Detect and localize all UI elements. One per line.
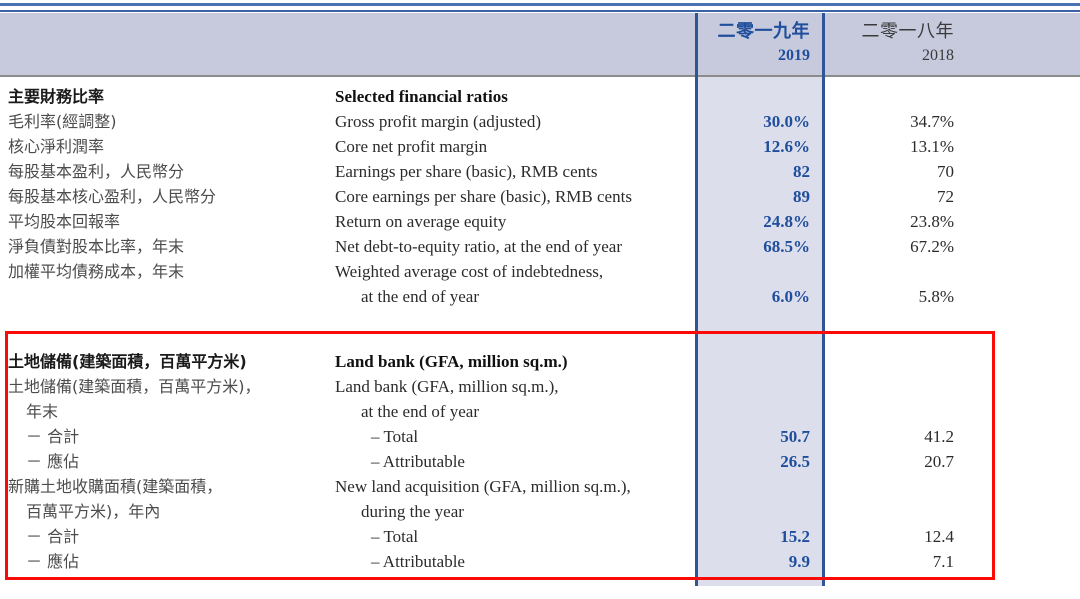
row-label-en: Selected financial ratios [335,87,508,106]
row-label-cn: － 應佔 [26,552,80,571]
row-label-cn: 平均股本回報率 [8,212,121,231]
row-label-en: Weighted average cost of indebtedness, [335,262,604,281]
table-header-underline [0,75,1080,77]
column-header-2018-en: 2018 [922,47,954,64]
cell-value-2018: 5.8% [918,287,954,306]
cell-value-2018: 72 [937,187,954,206]
row-label-cn: 主要財務比率 [8,87,105,106]
section-heading-selected-financial-ratios: 主要財務比率 Selected financial ratios [0,84,1080,109]
row-label-en: Land bank (GFA, million sq.m.) [335,352,568,371]
table-row: 百萬平方米)，年內 during the year [0,499,1080,524]
table-top-rule-thick [0,3,1080,6]
column-header-2018-cn: 二零一八年 [861,21,954,41]
table-row: 毛利率(經調整) Gross profit margin (adjusted) 30… [0,109,1080,134]
cell-value-2019: 24.8% [763,212,810,231]
row-label-cn: － 合計 [26,527,80,546]
row-label-cn: 年末 [26,402,59,421]
row-label-en: at the end of year [361,402,479,421]
table-row: － 應佔 – Attributable 26.5 20.7 [0,449,1080,474]
cell-value-2019: 82 [793,162,810,181]
row-label-cn: 加權平均債務成本，年末 [8,262,185,281]
table-row: at the end of year 6.0% 5.8% [0,284,1080,309]
row-label-en: Land bank (GFA, million sq.m.), [335,377,559,396]
cell-value-2019: 26.5 [780,452,810,471]
column-header-2018: 二零一八年 2018 [826,21,955,64]
column-header-2019-en: 2019 [778,47,810,64]
column-header-2019-cn: 二零一九年 [717,21,810,41]
row-label-cn: 百萬平方米)，年內 [26,502,161,521]
row-label-cn: 土地儲備(建築面積，百萬平方米) [8,352,247,371]
row-label-cn: 核心淨利潤率 [8,137,105,156]
column-header-2019: 二零一九年 2019 [698,21,811,64]
column-2019-left-rule [695,13,698,586]
table-row: － 合計 – Total 15.2 12.4 [0,524,1080,549]
row-label-en: Earnings per share (basic), RMB cents [335,162,598,181]
table-row: 核心淨利潤率 Core net profit margin 12.6% 13.1% [0,134,1080,159]
row-label-en: – Attributable [371,552,465,571]
row-label-cn: 淨負債對股本比率，年末 [8,237,185,256]
table-row: 每股基本盈利，人民幣分 Earnings per share (basic), R… [0,159,1080,184]
row-label-cn: － 合計 [26,427,80,446]
table-row: 新購土地收購面積(建築面積， New land acquisition (GFA,… [0,474,1080,499]
cell-value-2018: 7.1 [932,552,954,571]
section-heading-land-bank: 土地儲備(建築面積，百萬平方米) Land bank (GFA, million … [0,349,1080,374]
table-row: 平均股本回報率 Return on average equity 24.8% 23.8… [0,209,1080,234]
table-row: － 應佔 – Attributable 9.9 7.1 [0,549,1080,574]
table-row: 土地儲備(建築面積，百萬平方米)， Land bank (GFA, million… [0,374,1080,399]
column-2019-right-rule [822,13,825,586]
row-label-en: Gross profit margin (adjusted) [335,112,542,131]
cell-value-2018: 13.1% [910,137,954,156]
row-label-en: New land acquisition (GFA, million sq.m.… [335,477,631,496]
cell-value-2019: 15.2 [780,527,810,546]
cell-value-2019: 50.7 [780,427,810,446]
row-label-en: Core earnings per share (basic), RMB cen… [335,187,632,206]
cell-value-2019: 9.9 [788,552,810,571]
row-label-cn: 新購土地收購面積(建築面積， [8,477,223,496]
cell-value-2018: 67.2% [910,237,954,256]
table-row: 年末 at the end of year [0,399,1080,424]
table-header-band [0,13,1080,75]
cell-value-2018: 20.7 [924,452,954,471]
cell-value-2018: 34.7% [910,112,954,131]
cell-value-2018: 12.4 [924,527,954,546]
row-label-en: – Total [371,427,419,446]
row-label-cn: 土地儲備(建築面積，百萬平方米)， [8,377,261,396]
table-row: 每股基本核心盈利，人民幣分 Core earnings per share (ba… [0,184,1080,209]
cell-value-2019: 30.0% [763,112,810,131]
cell-value-2018: 70 [937,162,954,181]
row-label-en: during the year [361,502,464,521]
table-row: 加權平均債務成本，年末 Weighted average cost of inde… [0,259,1080,284]
cell-value-2018: 41.2 [924,427,954,446]
row-label-cn: 每股基本核心盈利，人民幣分 [8,187,217,206]
row-label-en: Net debt-to-equity ratio, at the end of … [335,237,622,256]
cell-value-2019: 68.5% [763,237,810,256]
row-label-en: Core net profit margin [335,137,488,156]
table-top-rule-thin [0,10,1080,12]
cell-value-2019: 89 [793,187,810,206]
row-label-en: – Total [371,527,419,546]
cell-value-2019: 12.6% [763,137,810,156]
row-label-cn: 毛利率(經調整) [8,112,117,131]
row-label-en: Return on average equity [335,212,507,231]
row-label-cn: 每股基本盈利，人民幣分 [8,162,185,181]
table-row: 淨負債對股本比率，年末 Net debt-to-equity ratio, at … [0,234,1080,259]
row-label-cn: － 應佔 [26,452,80,471]
table-row: － 合計 – Total 50.7 41.2 [0,424,1080,449]
row-label-en: at the end of year [361,287,479,306]
cell-value-2018: 23.8% [910,212,954,231]
row-label-en: – Attributable [371,452,465,471]
cell-value-2019: 6.0% [771,287,810,306]
